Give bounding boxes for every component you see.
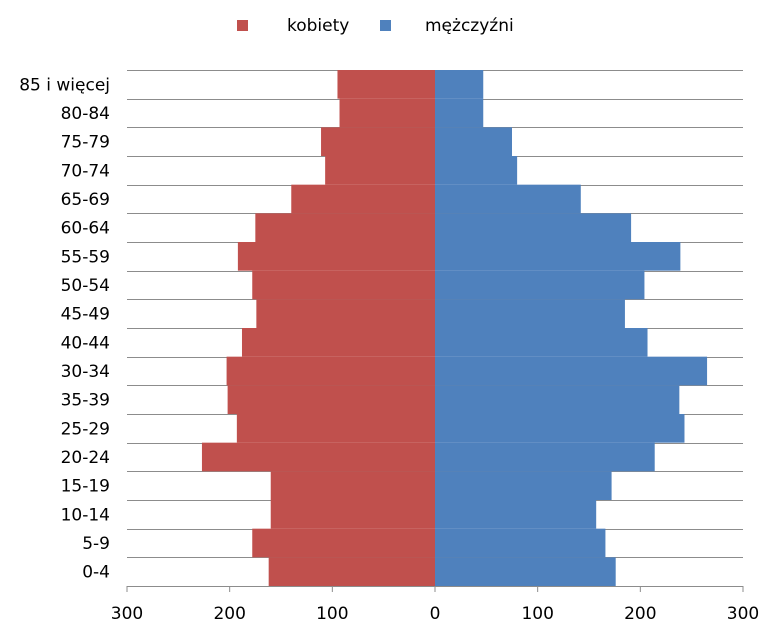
category-label: 40-44 bbox=[61, 333, 110, 353]
legend-swatch-kobiety bbox=[237, 20, 248, 31]
legend-label-mezczyzni: mężczyźni bbox=[425, 16, 514, 36]
bar-mezczyzni-15-19 bbox=[435, 471, 612, 500]
category-label: 50-54 bbox=[61, 276, 110, 296]
x-tick-label: 100 bbox=[316, 604, 348, 623]
bar-kobiety-60-64 bbox=[255, 213, 435, 242]
category-label: 75-79 bbox=[61, 133, 110, 153]
bar-kobiety-65-69 bbox=[291, 184, 435, 214]
bar-mezczyzni-30-34 bbox=[435, 356, 708, 386]
bar-kobiety-85-i-więcej bbox=[337, 70, 435, 99]
bar-mezczyzni-60-64 bbox=[435, 213, 632, 242]
bar-kobiety-15-19 bbox=[270, 471, 435, 500]
bar-mezczyzni-35-39 bbox=[435, 385, 680, 414]
category-label: 25-29 bbox=[61, 419, 110, 439]
category-label: 70-74 bbox=[61, 161, 110, 181]
bar-mezczyzni-25-29 bbox=[435, 414, 685, 443]
category-label: 20-24 bbox=[61, 448, 110, 468]
category-label: 60-64 bbox=[61, 219, 110, 239]
bar-kobiety-0-4 bbox=[268, 557, 435, 586]
bar-mezczyzni-0-4 bbox=[435, 557, 616, 586]
bar-mezczyzni-55-59 bbox=[435, 242, 681, 271]
bar-mezczyzni-70-74 bbox=[435, 156, 518, 185]
x-tick-label: 0 bbox=[430, 604, 441, 623]
category-label: 80-84 bbox=[61, 104, 110, 124]
bar-mezczyzni-50-54 bbox=[435, 270, 645, 300]
bar-mezczyzni-75-79 bbox=[435, 127, 512, 156]
category-label: 5-9 bbox=[82, 534, 110, 554]
bar-kobiety-75-79 bbox=[321, 127, 435, 156]
category-label: 0-4 bbox=[82, 563, 110, 583]
bar-kobiety-55-59 bbox=[237, 242, 435, 271]
bar-mezczyzni-65-69 bbox=[435, 184, 581, 214]
bar-kobiety-70-74 bbox=[325, 156, 435, 185]
category-label: 85 i więcej bbox=[19, 75, 110, 95]
x-tick-label: 300 bbox=[111, 604, 143, 623]
bar-kobiety-40-44 bbox=[241, 328, 435, 357]
bar-mezczyzni-5-9 bbox=[435, 528, 606, 558]
bars bbox=[201, 70, 708, 586]
bar-mezczyzni-40-44 bbox=[435, 328, 648, 357]
legend-swatch-mezczyzni bbox=[380, 20, 391, 31]
category-label: 55-59 bbox=[61, 247, 110, 267]
category-labels: 85 i więcej 80-84 75-79 70-74 65-69 60-64 55-5… bbox=[19, 75, 110, 582]
category-label: 30-34 bbox=[61, 362, 110, 382]
bar-kobiety-10-14 bbox=[270, 500, 435, 529]
bar-kobiety-30-34 bbox=[226, 356, 435, 386]
bar-mezczyzni-80-84 bbox=[435, 98, 484, 128]
bar-kobiety-25-29 bbox=[236, 414, 435, 443]
category-label: 15-19 bbox=[61, 477, 110, 497]
category-label: 65-69 bbox=[61, 190, 110, 210]
x-tick-label: 200 bbox=[624, 604, 656, 623]
bar-kobiety-35-39 bbox=[227, 385, 435, 414]
category-label: 10-14 bbox=[61, 505, 110, 525]
bar-mezczyzni-85-i-więcej bbox=[435, 70, 484, 99]
category-label: 45-49 bbox=[61, 305, 110, 325]
x-tick-label: 200 bbox=[213, 604, 245, 623]
bar-kobiety-80-84 bbox=[339, 98, 435, 128]
legend: kobiety mężczyźni bbox=[237, 16, 514, 36]
bar-kobiety-45-49 bbox=[256, 299, 435, 328]
x-tick-label: 300 bbox=[727, 604, 759, 623]
legend-label-kobiety: kobiety bbox=[287, 16, 349, 36]
bar-kobiety-20-24 bbox=[201, 442, 435, 472]
bar-kobiety-50-54 bbox=[252, 270, 435, 300]
bar-mezczyzni-45-49 bbox=[435, 299, 625, 328]
x-tick-label: 100 bbox=[521, 604, 553, 623]
category-label: 35-39 bbox=[61, 391, 110, 411]
x-ticks: 300 200 100 0 100 200 300 bbox=[111, 586, 759, 623]
bar-kobiety-5-9 bbox=[252, 528, 435, 558]
bar-mezczyzni-10-14 bbox=[435, 500, 597, 529]
bar-mezczyzni-20-24 bbox=[435, 442, 655, 472]
